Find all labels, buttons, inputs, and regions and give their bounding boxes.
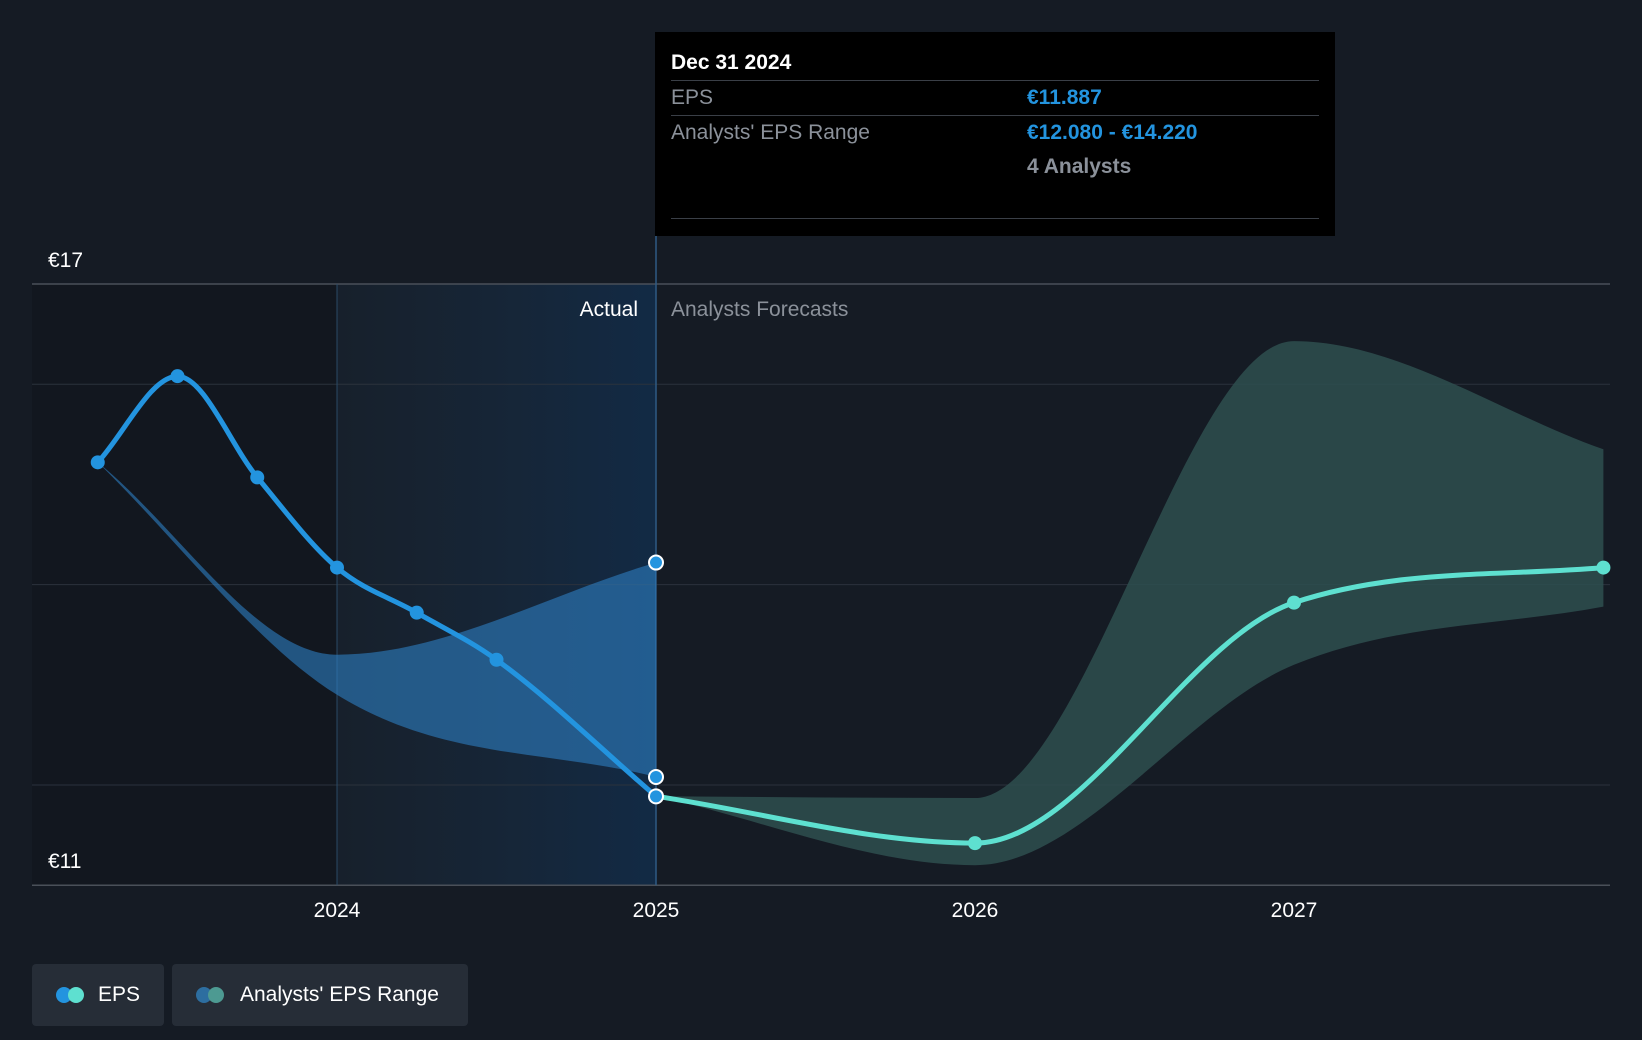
eps-line-forecast xyxy=(653,565,1606,846)
hover-tooltip: Dec 31 2024 EPS €11.887 Analysts' EPS Ra… xyxy=(655,32,1335,236)
eps-point xyxy=(409,605,424,620)
y-label-bottom: €11 xyxy=(48,850,81,873)
x-axis-ticks: 2024 2025 2026 2027 xyxy=(314,899,1318,922)
x-tick-label: 2024 xyxy=(314,899,361,922)
y-label-top: €17 xyxy=(48,249,83,272)
eps-point xyxy=(90,455,105,470)
tooltip-eps-value: €11.887 xyxy=(1027,86,1102,109)
eps-point xyxy=(1287,595,1301,610)
eps-point xyxy=(1596,560,1611,575)
region-label-actual: Actual xyxy=(580,298,638,321)
tooltip-range-value: €12.080 - €14.220 xyxy=(1027,121,1198,144)
range-band-actual xyxy=(97,462,657,777)
range-marker-point xyxy=(648,768,664,785)
eps-point xyxy=(968,836,982,851)
tooltip-analysts-count: 4 Analysts xyxy=(1027,155,1132,178)
eps-point xyxy=(489,652,504,667)
eps-point xyxy=(250,470,265,485)
eps-point xyxy=(330,560,344,575)
eps-legend-icon xyxy=(56,986,84,1004)
range-marker-point xyxy=(648,554,664,571)
eps-range-legend-icon xyxy=(196,986,226,1004)
tooltip-range-key: Analysts' EPS Range xyxy=(671,121,870,144)
tooltip-row-range: Analysts' EPS Range €12.080 - €14.220 xyxy=(671,116,1319,150)
legend-item-eps-range[interactable]: Analysts' EPS Range xyxy=(172,964,468,1026)
legend-item-eps[interactable]: EPS xyxy=(32,964,164,1026)
region-label-forecast: Analysts Forecasts xyxy=(671,298,848,321)
tooltip-eps-key: EPS xyxy=(671,86,714,109)
legend-label-eps-range: Analysts' EPS Range xyxy=(240,983,439,1006)
tooltip-date: Dec 31 2024 xyxy=(671,46,1319,81)
range-bands xyxy=(97,341,1604,866)
tooltip-row-eps: EPS €11.887 xyxy=(671,81,1319,116)
x-tick-label: 2027 xyxy=(1271,899,1318,922)
range-band-forecast xyxy=(656,341,1604,866)
x-tick-label: 2025 xyxy=(633,899,680,922)
eps-point xyxy=(648,788,664,805)
tooltip-divider xyxy=(671,218,1319,219)
eps-points xyxy=(90,369,1611,851)
x-tick-label: 2026 xyxy=(952,899,999,922)
legend-label-eps: EPS xyxy=(97,983,140,1006)
eps-point xyxy=(170,369,185,384)
tooltip-row-analysts: 4 Analysts xyxy=(671,150,1319,184)
